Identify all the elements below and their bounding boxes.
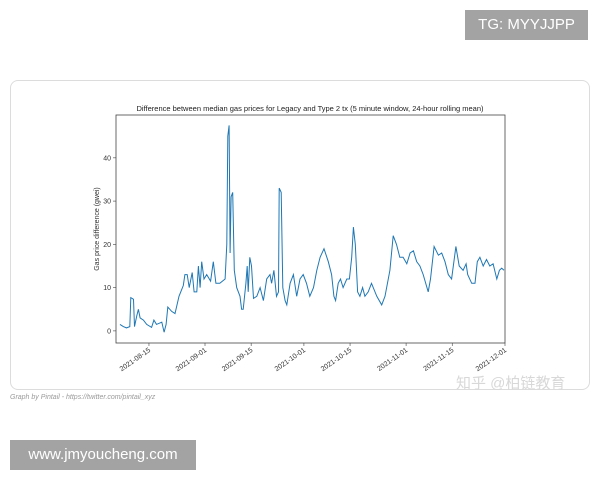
x-tick-label: 2021-11-01 [376, 347, 409, 373]
y-tick-label: 30 [103, 199, 111, 206]
series-line [119, 125, 505, 333]
x-tick-label: 2021-09-15 [221, 347, 254, 373]
watermark: 知乎 @柏链教育 [456, 375, 566, 392]
y-tick-label: 10 [103, 285, 111, 292]
y-tick-label: 40 [103, 155, 111, 162]
x-tick-label: 2021-09-01 [175, 347, 208, 373]
y-axis-label: Gas price difference (gwei) [94, 187, 101, 271]
x-tick-label: 2021-08-15 [119, 347, 152, 373]
tg-badge: TG: MYYJJPP [465, 10, 588, 40]
y-tick-label: 0 [107, 328, 111, 335]
graph-credit: Graph by Pintail - https://twitter.com/p… [10, 394, 156, 401]
x-tick-label: 2021-10-15 [320, 347, 353, 373]
plot-frame [115, 114, 506, 344]
y-tick-label: 20 [103, 242, 111, 249]
x-tick-label: 2021-12-01 [475, 347, 508, 373]
chart-card [10, 80, 590, 390]
x-tick-label: 2021-10-01 [274, 347, 307, 373]
chart-title: Difference between median gas prices for… [137, 104, 485, 113]
site-badge: www.jmyoucheng.com [10, 440, 196, 470]
x-tick-label: 2021-11-15 [422, 347, 455, 373]
